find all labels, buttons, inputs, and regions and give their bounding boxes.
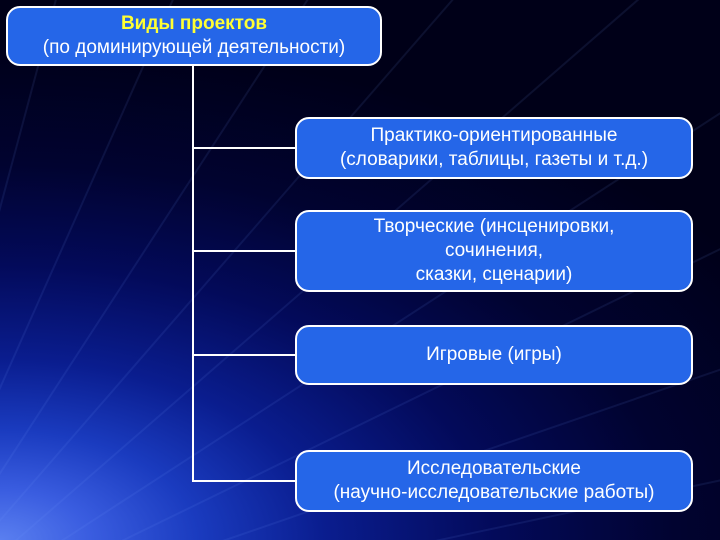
root-title: Виды проектов [121, 12, 267, 36]
child-node-2: Творческие (инсценировки, сочинения, ска… [295, 210, 693, 292]
child-node-1: Практико-ориентированные (словарики, таб… [295, 117, 693, 179]
node-text: сочинения, [445, 239, 543, 263]
connector-branch [192, 147, 296, 149]
node-text: Исследовательские [407, 457, 581, 481]
node-text: Творческие (инсценировки, [374, 215, 615, 239]
node-text: (научно-исследовательские работы) [333, 481, 654, 505]
connector-trunk [192, 66, 194, 480]
node-text: Игровые (игры) [426, 343, 562, 367]
connector-branch [192, 480, 296, 482]
child-node-4: Исследовательские (научно-исследовательс… [295, 450, 693, 512]
connector-branch [192, 354, 296, 356]
node-text: сказки, сценарии) [416, 263, 573, 287]
node-text: (словарики, таблицы, газеты и т.д.) [340, 148, 648, 172]
root-node: Виды проектов (по доминирующей деятельно… [6, 6, 382, 66]
root-subtitle: (по доминирующей деятельности) [43, 36, 345, 60]
connector-branch [192, 250, 296, 252]
node-text: Практико-ориентированные [371, 124, 618, 148]
child-node-3: Игровые (игры) [295, 325, 693, 385]
